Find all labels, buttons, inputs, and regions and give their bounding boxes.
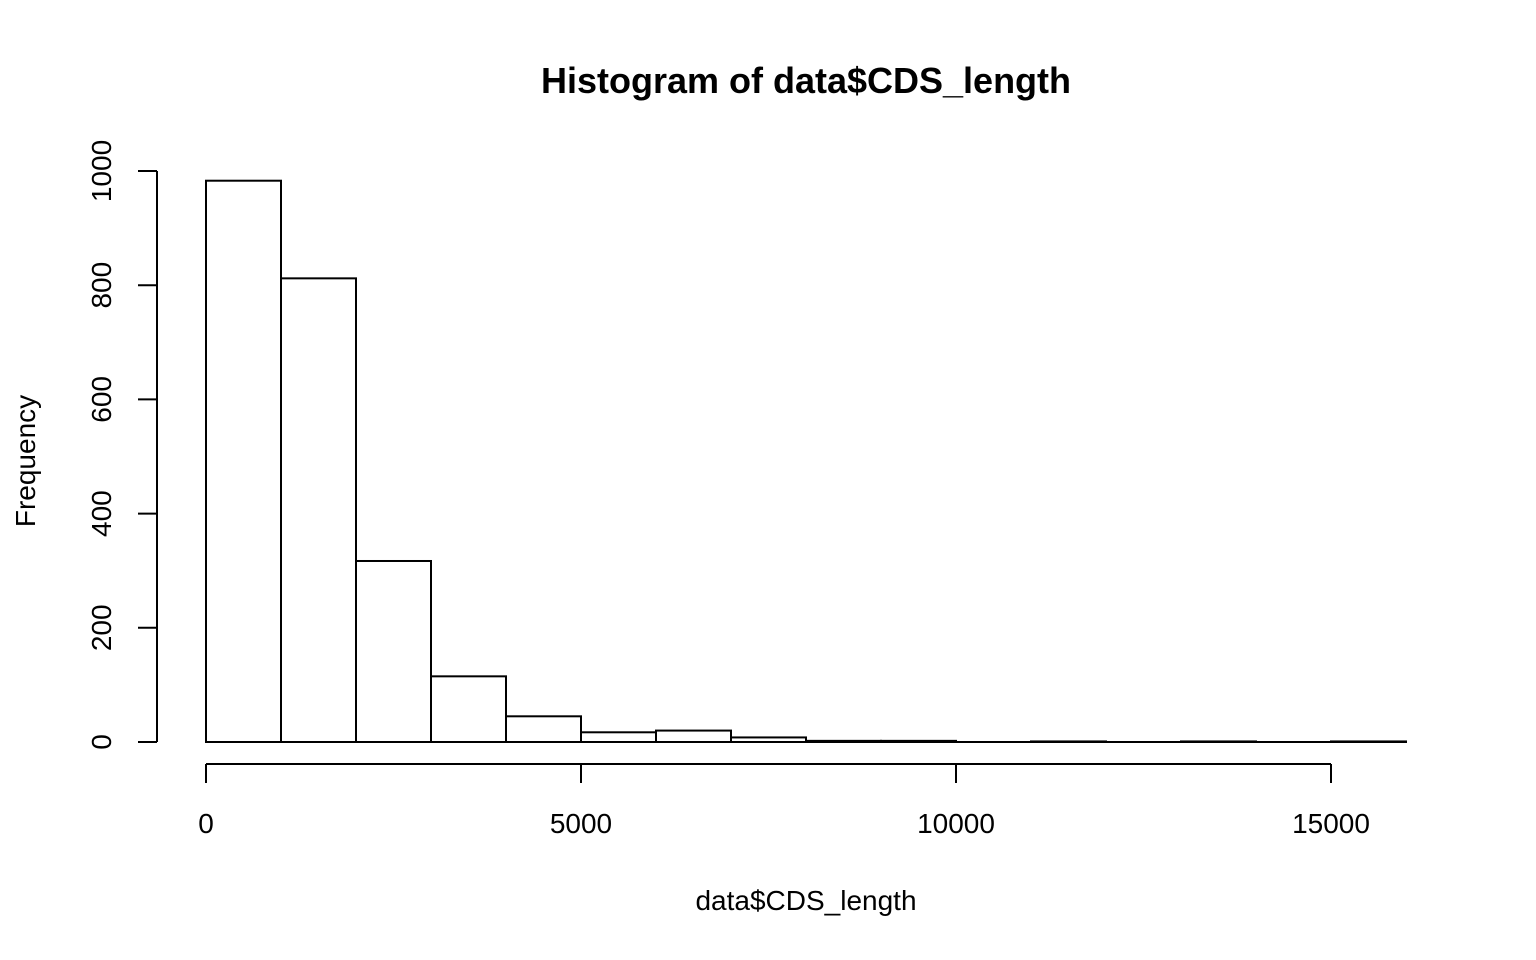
histogram-bar-15	[1330, 740, 1407, 744]
histogram-bar-4	[505, 715, 582, 743]
x-tick-label-15000: 15000	[1292, 808, 1370, 839]
histogram-bar-3	[430, 675, 507, 744]
y-tick-label-200: 200	[86, 604, 117, 651]
y-tick-label-0: 0	[86, 734, 117, 750]
x-tick-label-5000: 5000	[550, 808, 612, 839]
histogram-bar-1	[280, 277, 357, 743]
y-axis: 0 200 400 600 800 1000	[86, 140, 158, 750]
histogram-bar-11	[1030, 740, 1107, 744]
x-tick-label-0: 0	[198, 808, 214, 839]
histogram-bar-2	[355, 559, 432, 743]
y-axis-label: Frequency	[10, 395, 41, 527]
y-tick-label-600: 600	[86, 376, 117, 423]
y-tick-label-1000: 1000	[86, 140, 117, 202]
histogram-bar-0	[205, 179, 282, 744]
histogram-bar-13	[1180, 740, 1257, 744]
histogram-bar-8	[805, 739, 882, 743]
histogram-bar-6	[655, 729, 732, 744]
x-axis-label: data$CDS_length	[695, 885, 916, 916]
histogram-bar-7	[730, 736, 807, 744]
chart-title: Histogram of data$CDS_length	[541, 60, 1071, 101]
y-tick-label-800: 800	[86, 262, 117, 309]
histogram-bar-9	[880, 739, 957, 743]
bars-group	[205, 179, 1407, 744]
x-tick-label-10000: 10000	[917, 808, 995, 839]
x-axis: 0 5000 10000 15000	[198, 763, 1370, 839]
histogram-bar-5	[580, 731, 657, 744]
y-tick-label-400: 400	[86, 490, 117, 537]
